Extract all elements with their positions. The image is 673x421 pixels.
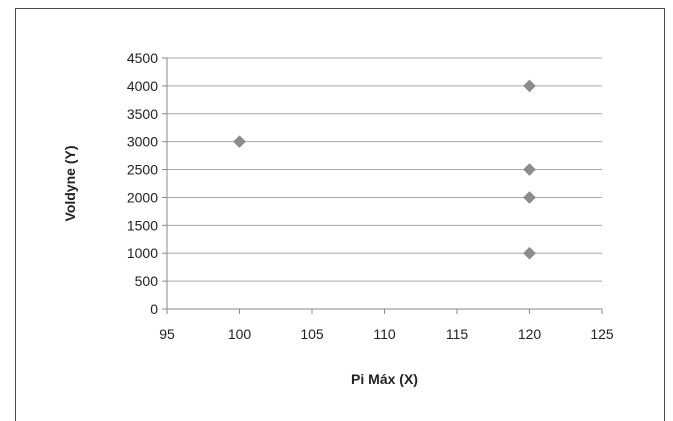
x-tick-label: 120 bbox=[518, 326, 542, 342]
x-tick-label: 115 bbox=[446, 326, 469, 342]
y-tick-label: 3500 bbox=[127, 106, 158, 122]
x-tick-labels: 95 100 105 110 115 120 125 bbox=[159, 326, 614, 342]
y-tick-label: 1000 bbox=[127, 245, 158, 261]
y-tick-label: 0 bbox=[150, 301, 158, 317]
y-tick-label: 3000 bbox=[127, 134, 158, 150]
data-point-3 bbox=[523, 163, 536, 176]
y-axis-title: Voldyne (Y) bbox=[62, 146, 78, 222]
y-tick-label: 4500 bbox=[127, 50, 158, 66]
data-point-4 bbox=[523, 191, 536, 204]
x-tick-label: 125 bbox=[590, 326, 614, 342]
y-tick-label: 2500 bbox=[127, 162, 158, 178]
axes bbox=[162, 57, 603, 314]
y-tick-label: 2000 bbox=[127, 189, 158, 205]
data-point-2 bbox=[523, 79, 536, 93]
y-tick-label: 1500 bbox=[127, 217, 158, 233]
y-tick-label: 500 bbox=[135, 273, 159, 289]
x-tick-label: 105 bbox=[300, 326, 324, 342]
x-tick-label: 100 bbox=[228, 326, 252, 342]
data-point-5 bbox=[523, 246, 536, 260]
data-point-1 bbox=[233, 135, 246, 149]
gridlines bbox=[167, 57, 602, 282]
chart-frame bbox=[15, 8, 665, 421]
data-points bbox=[233, 79, 536, 260]
x-tick-label: 95 bbox=[159, 326, 175, 342]
x-axis-title: Pi Máx (X) bbox=[351, 371, 418, 387]
y-tick-labels: 0 500 1000 1500 2000 2500 3000 3500 4000 4500 bbox=[127, 50, 158, 317]
x-tick-label: 110 bbox=[373, 326, 396, 342]
y-tick-label: 4000 bbox=[127, 78, 158, 94]
